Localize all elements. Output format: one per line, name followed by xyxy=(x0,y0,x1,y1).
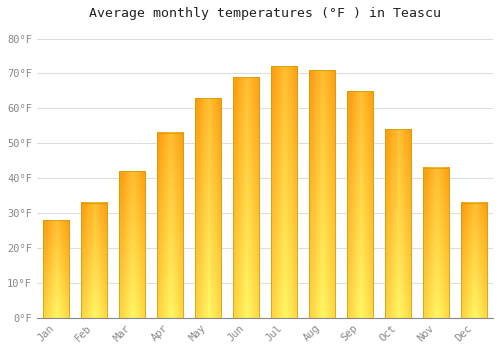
Title: Average monthly temperatures (°F ) in Teascu: Average monthly temperatures (°F ) in Te… xyxy=(89,7,441,20)
